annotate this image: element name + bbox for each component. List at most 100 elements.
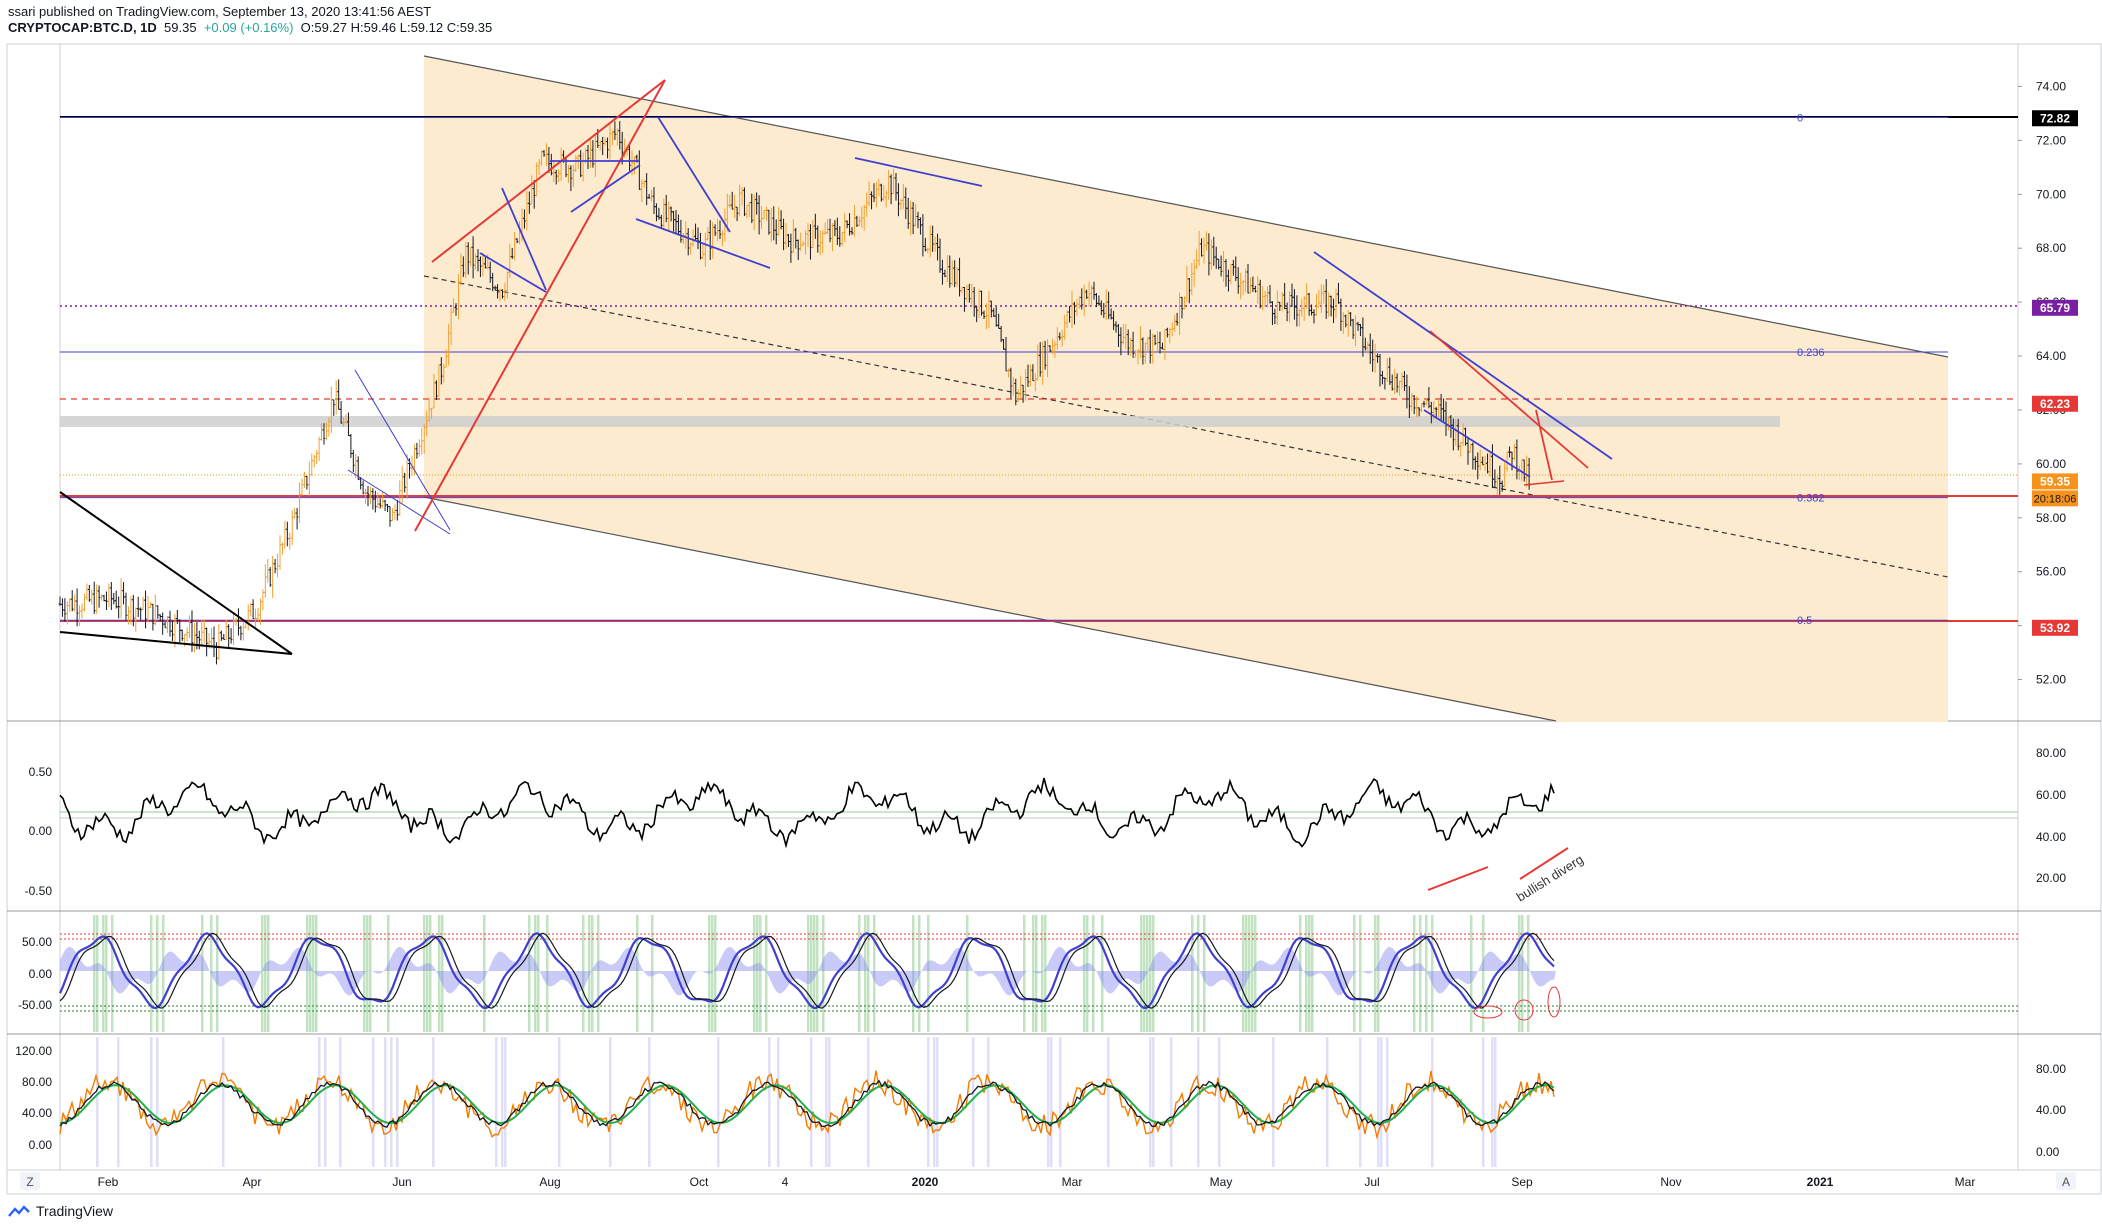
osc-circle-2 [1514, 999, 1534, 1021]
rsi-signal-bar [828, 1037, 831, 1167]
red-rising-2[interactable] [431, 79, 666, 263]
wedge-spike-red[interactable] [1535, 409, 1553, 481]
publish-info: ssari published on TradingView.com, Sept… [8, 4, 432, 19]
rsi-green-line[interactable] [59, 1084, 1555, 1125]
price-axis[interactable]: 74.0072.0070.0068.0066.0064.0062.0060.00… [2018, 79, 2066, 687]
fib-retracement[interactable]: 0 0.236 0.382 0.5 [60, 112, 1948, 627]
wedge-upper-blue[interactable] [1313, 251, 1613, 460]
oscillator-pane[interactable] [58, 915, 2018, 1032]
osc-signal-bar [918, 915, 921, 1032]
rsi-signal-bar [117, 1037, 120, 1167]
wedge-upper-red[interactable] [1429, 330, 1589, 469]
rsi-signal-bar [1494, 1037, 1497, 1167]
rsi-signal-bar [972, 1037, 975, 1167]
rsi-signal-bar [501, 1037, 504, 1167]
osc-signal-bar [1092, 915, 1095, 1032]
flag-2-upper[interactable] [501, 187, 547, 291]
osc-circle-3 [1547, 986, 1561, 1018]
triangle-lower[interactable] [59, 631, 293, 655]
osc-signal-bar [441, 915, 444, 1032]
osc-signal-bar [315, 915, 318, 1032]
flag-1-lower[interactable] [347, 469, 451, 535]
auto-right-button[interactable] [2056, 1172, 2076, 1190]
symbol-name[interactable]: CRYPTOCAP:BTC.D, 1D [8, 20, 157, 35]
osc-signal-bar [1359, 915, 1362, 1032]
time-label-12: 2021 [1807, 1175, 1834, 1189]
osc-signal-bar [312, 915, 315, 1032]
osc-signal-bar [1140, 915, 1143, 1032]
rsi-orange-line[interactable] [59, 1070, 1555, 1140]
rsi-signal-bar [504, 1037, 507, 1167]
rsi-signal-bar [1170, 1037, 1173, 1167]
channel-bottom-line[interactable] [423, 496, 1557, 722]
correlation-pane[interactable]: bullish diverg [59, 777, 2018, 905]
rsi-left-tick-1: 80.00 [22, 1075, 52, 1089]
osc-signal-bar [1101, 915, 1104, 1032]
rsi-signal-bar [495, 1037, 498, 1167]
osc-signal-bar [810, 915, 813, 1032]
flag-3-lower[interactable] [635, 218, 771, 269]
badge-label-3: 59.35 [2040, 474, 2070, 488]
price-change: +0.09 (+0.16%) [203, 20, 294, 35]
price-tick-8: 58.00 [2036, 511, 2066, 525]
flag-2-lower[interactable] [479, 252, 547, 293]
rsi-signal-bar [936, 1037, 939, 1167]
osc-signal-bar [1251, 915, 1254, 1032]
rsi-black-line[interactable] [59, 1079, 1555, 1128]
time-axis[interactable]: Feb Apr Jun Aug Oct 4 2020 Mar May Jul Sep Nov 2021 M… [98, 1175, 1976, 1189]
osc-signal-bar [426, 915, 429, 1032]
rsi-signal-bar [777, 1037, 780, 1167]
osc-signal-bar [714, 915, 717, 1032]
pennant-bottom[interactable] [570, 164, 641, 213]
rsi-signal-bar [150, 1037, 153, 1167]
flag-1-upper[interactable] [354, 369, 451, 531]
time-label-7: Mar [1062, 1175, 1083, 1189]
price-tick-9: 56.00 [2036, 565, 2066, 579]
rsi-pane[interactable] [59, 1037, 1555, 1167]
osc-signal-bar [261, 915, 264, 1032]
osc-signal-bar [1191, 915, 1194, 1032]
ohlc-low: L:59.12 [399, 20, 444, 35]
triangle-upper[interactable] [59, 491, 293, 655]
rsi-signal-bar [1149, 1037, 1152, 1167]
flag-3-upper[interactable] [657, 116, 731, 233]
rsi-left-tick-2: 40.00 [22, 1106, 52, 1120]
rsi-signal-bar [609, 1037, 612, 1167]
channel-top-line[interactable] [423, 55, 1949, 358]
rsi-signal-bar [1377, 1037, 1380, 1167]
rsi-signal-bar [1047, 1037, 1050, 1167]
chart-header: ssari published on TradingView.com, Sept… [8, 4, 492, 36]
corr-line[interactable] [59, 777, 1555, 849]
divergence-line-2[interactable] [1519, 847, 1569, 880]
osc-slow-line[interactable] [59, 932, 1555, 1009]
osc-signal-bar [105, 915, 108, 1032]
osc-signal-bar [867, 915, 870, 1032]
badge-bg-4 [2032, 619, 2078, 636]
osc-signal-bar [216, 915, 219, 1032]
osc-signal-bar [264, 915, 267, 1032]
divergence-line-1[interactable] [1427, 866, 1489, 891]
auto-left-button[interactable] [20, 1172, 40, 1190]
osc-left-tick-1: 0.00 [29, 967, 53, 981]
rsi-signal-bar [1272, 1037, 1275, 1167]
rsi-signal-bar [1380, 1037, 1383, 1167]
red-support[interactable] [1523, 480, 1565, 486]
wedge-lower-blue[interactable] [1423, 409, 1531, 478]
osc-signal-bar [1527, 915, 1530, 1032]
rsi-signal-bar [222, 1037, 225, 1167]
osc-signal-bar [156, 915, 159, 1032]
time-label-1: Apr [243, 1175, 262, 1189]
osc-fast-line[interactable] [58, 932, 1555, 1010]
rsi-left-tick-3: 0.00 [29, 1138, 53, 1152]
badge-label-2: 62.23 [2040, 397, 2070, 411]
badge-bg-1 [2032, 299, 2078, 316]
osc-signal-bar [966, 915, 969, 1032]
osc-signal-bar [1146, 915, 1149, 1032]
topline-2019[interactable] [854, 157, 983, 187]
osc-signal-bar [1299, 915, 1302, 1032]
red-rising-1[interactable] [414, 79, 666, 532]
fib-label-3: 0.5 [1797, 615, 1812, 627]
osc-signal-bar [102, 915, 105, 1032]
osc-signal-bar [1311, 915, 1314, 1032]
